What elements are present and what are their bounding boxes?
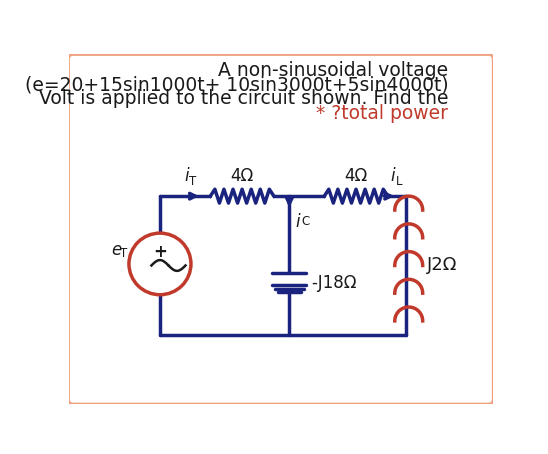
Text: * ?total power: * ?total power — [316, 104, 448, 123]
Text: T: T — [120, 247, 127, 260]
Text: +: + — [153, 242, 167, 261]
Circle shape — [129, 233, 191, 295]
Text: Volt is applied to the circuit shown. Find the: Volt is applied to the circuit shown. Fi… — [39, 89, 448, 108]
Text: C: C — [302, 215, 310, 228]
Text: (e=20+15sin1000t+ 10sin3000t+5sin4000t): (e=20+15sin1000t+ 10sin3000t+5sin4000t) — [25, 75, 448, 94]
Text: T: T — [189, 175, 196, 188]
Text: i: i — [390, 168, 395, 185]
Text: J2Ω: J2Ω — [427, 257, 458, 275]
FancyBboxPatch shape — [68, 54, 493, 404]
Text: A non-sinusoidal voltage: A non-sinusoidal voltage — [218, 61, 448, 80]
Text: e: e — [111, 241, 122, 259]
Text: L: L — [396, 175, 403, 188]
Text: 4Ω: 4Ω — [231, 167, 254, 185]
Text: 4Ω: 4Ω — [344, 167, 368, 185]
Text: i: i — [184, 168, 189, 185]
Text: -J18Ω: -J18Ω — [311, 274, 357, 292]
Text: i: i — [295, 213, 300, 231]
